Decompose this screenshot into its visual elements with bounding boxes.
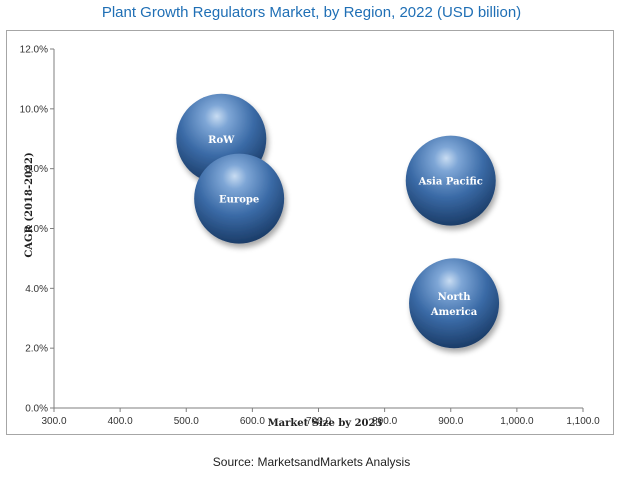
y-tick-label: 6.0% [25, 224, 48, 235]
x-tick-label: 1,100.0 [566, 416, 600, 427]
y-tick-label: 12.0% [20, 45, 48, 56]
bubble-north-america: North America [409, 258, 500, 349]
y-axis-title: CAGR (2018-2022) [24, 152, 35, 257]
chart-frame [6, 30, 614, 435]
x-tick-label: 700.0 [306, 416, 331, 427]
x-axis-title: Market Size by 2023 [268, 418, 383, 429]
y-tick-label: 2.0% [25, 344, 48, 355]
x-tick-label: 500.0 [174, 416, 199, 427]
x-tick-label: 800.0 [372, 416, 397, 427]
source-note: Source: MarketsandMarkets Analysis [212, 455, 411, 469]
bubble-circle [409, 258, 500, 349]
bubble-label: North America [430, 292, 478, 318]
bubble-asia-pacific: Asia Pacific [405, 135, 496, 226]
axis-titles: Market Size by 2023 CAGR (2018-2022) [24, 152, 382, 429]
bubble-label: RoW [208, 135, 235, 146]
y-tick-label: 0.0% [25, 404, 48, 415]
chart-title: Plant Growth Regulators Market, by Regio… [101, 4, 522, 21]
axes: 0.0% 2.0% 4.0% 6.0% 8.0% 10.0% 12.0% 300.0 400.0… [20, 45, 600, 428]
bubble-circle [405, 135, 496, 226]
y-tick-label: 10.0% [20, 104, 48, 115]
bubble-europe: Europe [194, 153, 285, 244]
y-tick-label: 4.0% [25, 284, 48, 295]
bubble-circle [194, 153, 285, 244]
x-tick-label: 1,000.0 [500, 416, 534, 427]
x-tick-label: 300.0 [41, 416, 66, 427]
bubble-label: Europe [219, 195, 259, 206]
x-tick-label: 400.0 [108, 416, 133, 427]
x-tick-label: 600.0 [240, 416, 265, 427]
bubble-label: Asia Pacific [418, 177, 483, 188]
y-tick-label: 8.0% [25, 164, 48, 175]
bubbles: RoW Europe Asia Pacific North America [176, 93, 500, 349]
x-tick-label: 900.0 [438, 416, 463, 427]
